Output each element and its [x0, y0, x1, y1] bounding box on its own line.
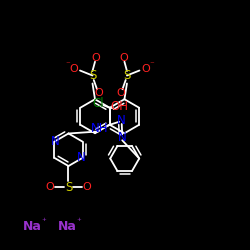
- Text: N: N: [77, 152, 86, 164]
- Text: S: S: [65, 181, 72, 194]
- Text: Na: Na: [23, 220, 42, 233]
- Text: Na: Na: [58, 220, 77, 233]
- Text: O: O: [94, 88, 103, 99]
- Text: S: S: [89, 69, 96, 82]
- Text: O: O: [92, 52, 100, 62]
- Text: ⁻: ⁻: [149, 60, 154, 69]
- Text: ⁻: ⁻: [66, 60, 70, 69]
- Text: OH: OH: [111, 100, 129, 113]
- Text: O: O: [116, 88, 125, 99]
- Text: N: N: [118, 131, 126, 144]
- Text: O: O: [82, 182, 91, 192]
- Text: O: O: [70, 64, 78, 74]
- Text: Cl: Cl: [92, 97, 104, 110]
- Text: ⁺: ⁺: [42, 217, 46, 226]
- Text: O: O: [141, 64, 150, 74]
- Text: O: O: [46, 182, 54, 192]
- Text: NH: NH: [91, 122, 108, 135]
- Text: N: N: [117, 114, 126, 128]
- Text: O: O: [119, 52, 128, 62]
- Text: N: N: [51, 135, 60, 148]
- Text: S: S: [123, 69, 131, 82]
- Text: ⁺: ⁺: [76, 217, 81, 226]
